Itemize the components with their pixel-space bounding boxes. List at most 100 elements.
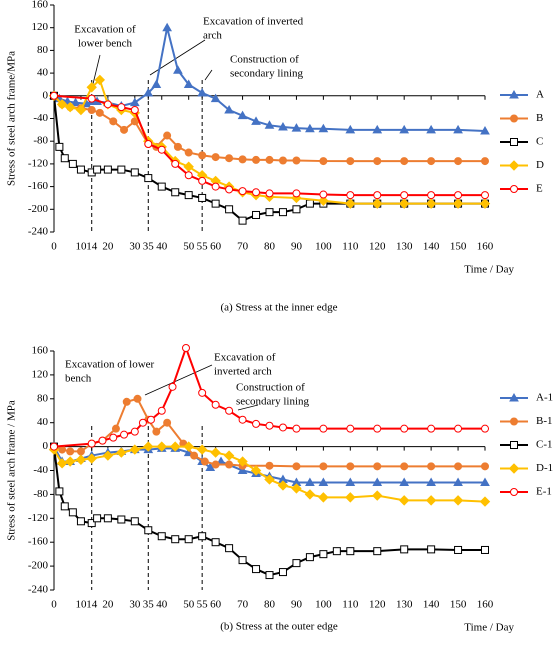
marker bbox=[292, 559, 301, 568]
marker bbox=[318, 123, 329, 133]
marker bbox=[87, 439, 96, 448]
marker bbox=[265, 189, 274, 198]
legend-label: C bbox=[536, 136, 543, 148]
marker bbox=[117, 165, 126, 174]
x-tick-label: 55 bbox=[197, 241, 209, 253]
marker bbox=[87, 519, 96, 528]
x-tick-label: 10 bbox=[75, 241, 87, 253]
marker bbox=[120, 125, 129, 134]
x-tick-label: 150 bbox=[450, 241, 467, 253]
marker bbox=[481, 424, 489, 433]
marker bbox=[157, 406, 166, 415]
marker bbox=[318, 492, 329, 503]
x-tick-label: 55 bbox=[197, 599, 209, 611]
marker bbox=[116, 447, 127, 458]
legend-label: E bbox=[536, 183, 543, 195]
marker bbox=[251, 116, 261, 125]
y-tick-label: -200 bbox=[28, 560, 49, 572]
x-axis-label: Time / Day bbox=[464, 264, 514, 276]
marker bbox=[225, 205, 234, 214]
x-tick-label: 100 bbox=[315, 599, 332, 611]
legend-marker bbox=[510, 488, 518, 496]
marker bbox=[278, 208, 287, 217]
marker bbox=[318, 195, 329, 206]
marker bbox=[480, 125, 490, 135]
legend-marker bbox=[510, 441, 518, 449]
x-tick-label: 35 bbox=[143, 241, 155, 253]
y-tick-label: -160 bbox=[28, 536, 49, 548]
marker bbox=[75, 454, 87, 465]
marker bbox=[171, 159, 180, 168]
marker bbox=[93, 165, 102, 174]
marker bbox=[292, 189, 301, 198]
marker bbox=[372, 477, 383, 486]
marker bbox=[305, 199, 314, 208]
annotation: inverted arch bbox=[214, 366, 272, 378]
legend-marker bbox=[508, 160, 520, 171]
x-tick-label: 90 bbox=[291, 241, 303, 253]
marker bbox=[252, 565, 261, 574]
marker bbox=[292, 156, 301, 165]
annotation: secondary lining bbox=[236, 396, 310, 408]
marker bbox=[427, 462, 436, 471]
marker bbox=[196, 444, 208, 455]
x-tick-label: 35 bbox=[143, 599, 155, 611]
y-tick-label: -240 bbox=[28, 584, 49, 596]
marker bbox=[190, 451, 199, 460]
marker bbox=[345, 477, 356, 486]
marker bbox=[238, 556, 247, 565]
marker bbox=[225, 460, 234, 469]
annotation: Excavation of inverted bbox=[203, 16, 304, 28]
marker bbox=[454, 191, 463, 200]
marker bbox=[200, 457, 209, 466]
y-tick-label: 80 bbox=[37, 44, 49, 56]
marker bbox=[129, 97, 140, 107]
marker bbox=[210, 93, 221, 103]
marker bbox=[122, 397, 131, 406]
legend-marker bbox=[510, 185, 518, 193]
marker bbox=[56, 458, 68, 469]
x-tick-label: 110 bbox=[342, 599, 359, 611]
x-tick-label: 50 bbox=[183, 241, 195, 253]
x-tick-label: 14 bbox=[86, 241, 98, 253]
marker bbox=[211, 153, 220, 162]
marker bbox=[225, 185, 234, 194]
legend-label: B bbox=[536, 112, 543, 124]
marker bbox=[319, 190, 328, 199]
marker bbox=[184, 191, 193, 200]
marker bbox=[95, 108, 104, 117]
marker bbox=[183, 161, 194, 172]
marker bbox=[372, 124, 383, 134]
marker bbox=[400, 191, 409, 200]
x-tick-label: 60 bbox=[210, 599, 222, 611]
y-tick-label: -80 bbox=[33, 135, 48, 147]
x-tick-label: 14 bbox=[86, 599, 98, 611]
marker bbox=[211, 460, 220, 469]
y-tick-label: 160 bbox=[32, 345, 49, 357]
marker bbox=[252, 419, 261, 428]
y-tick-label: -240 bbox=[28, 226, 49, 238]
marker bbox=[143, 441, 154, 452]
marker bbox=[278, 423, 287, 432]
marker bbox=[400, 424, 409, 433]
marker bbox=[151, 79, 162, 88]
marker bbox=[223, 450, 235, 461]
marker bbox=[426, 124, 436, 134]
marker bbox=[87, 94, 96, 103]
marker bbox=[50, 442, 58, 451]
marker bbox=[183, 79, 194, 88]
legend-label: D-1 bbox=[536, 462, 553, 474]
marker bbox=[346, 462, 355, 471]
x-axis-label: Time / Day bbox=[464, 622, 514, 634]
marker bbox=[76, 165, 85, 174]
marker bbox=[452, 198, 464, 209]
marker bbox=[68, 159, 77, 168]
marker bbox=[264, 120, 275, 129]
annotation: Excavation of bbox=[74, 24, 136, 36]
annotation: Construction of bbox=[236, 382, 305, 394]
marker bbox=[184, 148, 193, 157]
marker bbox=[481, 545, 489, 554]
x-tick-label: 20 bbox=[102, 599, 114, 611]
marker bbox=[250, 465, 262, 476]
marker bbox=[198, 532, 207, 541]
